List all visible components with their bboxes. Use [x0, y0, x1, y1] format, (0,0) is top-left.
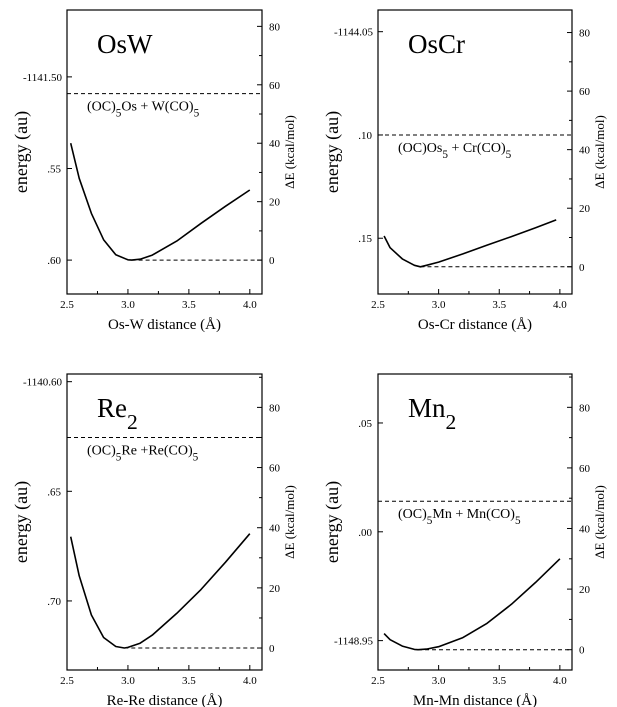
- dissociation-label: (OC)5Re +Re(CO)5: [87, 443, 199, 463]
- dissociation-label: (OC)5Mn + Mn(CO)5: [398, 507, 521, 527]
- y-right-tick-label: 0: [269, 643, 275, 655]
- panel-title: OsW: [97, 29, 153, 59]
- x-tick-label: 2.5: [60, 299, 74, 311]
- y-right-tick-label: 0: [579, 262, 585, 274]
- y-right-tick-label: 0: [579, 645, 585, 657]
- y-left-axis-title: energy (au): [11, 481, 32, 563]
- y-right-tick-label: 60: [269, 463, 281, 475]
- x-tick-label: 2.5: [60, 675, 74, 687]
- energy-curve: [383, 219, 557, 268]
- y-left-tick-label: -1148.95: [334, 636, 374, 648]
- x-tick-label: 4.0: [553, 299, 567, 311]
- y-right-tick-label: 20: [579, 203, 591, 215]
- plot-frame: [66, 373, 263, 671]
- y-right-tick-label: 80: [269, 21, 281, 33]
- y-left-tick-label: -1140.60: [23, 377, 63, 389]
- x-tick-label: 4.0: [553, 675, 567, 687]
- y-right-axis-title: ΔE (kcal/mol): [282, 115, 297, 189]
- y-left-axis-title: energy (au): [11, 111, 32, 193]
- x-axis-title: Re-Re distance (Å): [107, 693, 223, 707]
- y-right-tick-label: 80: [269, 402, 281, 414]
- y-right-tick-label: 80: [579, 28, 591, 40]
- x-tick-label: 2.5: [371, 675, 385, 687]
- y-right-tick-label: 20: [579, 584, 591, 596]
- x-tick-label: 3.0: [432, 675, 446, 687]
- x-tick-label: 3.5: [492, 299, 506, 311]
- plot-frame: [377, 9, 573, 295]
- y-left-tick-label: .15: [358, 233, 372, 245]
- chart-panel-oscr: 2.5 3.0 3.5 4.0 -1144.05 .10 .15 0 20 40 60 80 (OC)O…: [322, 9, 607, 333]
- x-tick-label: 2.5: [371, 299, 385, 311]
- y-right-tick-label: 20: [269, 583, 281, 595]
- x-tick-label: 3.0: [432, 299, 446, 311]
- y-right-tick-label: 40: [269, 138, 281, 150]
- chart-panel-osw: 2.5 3.0 3.5 4.0 -1141.50 .55 .60 0 20 40 60 80 (OC)5…: [11, 9, 297, 333]
- x-axis-title: Mn-Mn distance (Å): [413, 693, 537, 707]
- y-left-tick-label: .10: [358, 130, 372, 142]
- x-tick-label: 4.0: [243, 675, 257, 687]
- y-left-axis-title: energy (au): [322, 111, 343, 193]
- y-right-axis-title: ΔE (kcal/mol): [592, 485, 607, 559]
- y-left-tick-label: -1144.05: [334, 27, 374, 39]
- y-left-tick-label: .00: [358, 527, 372, 539]
- y-left-tick-label: .05: [358, 418, 372, 430]
- panel-title: Re2: [97, 393, 138, 434]
- y-left-tick-label: .60: [47, 255, 61, 267]
- x-tick-label: 4.0: [243, 299, 257, 311]
- y-right-tick-label: 60: [269, 80, 281, 92]
- chart-panel-mn2: 2.5 3.0 3.5 4.0 -1148.95 .00 .05 0 20 40 60 80 (OC)5…: [322, 373, 607, 707]
- plot-frame: [66, 9, 263, 295]
- panel-title: Mn2: [408, 393, 456, 434]
- y-right-axis-title: ΔE (kcal/mol): [282, 485, 297, 559]
- x-axis-title: Os-W distance (Å): [108, 317, 221, 333]
- y-left-axis-title: energy (au): [322, 481, 343, 563]
- plot-frame: [377, 373, 573, 671]
- dissociation-label: (OC)Os5 + Cr(CO)5: [398, 141, 512, 161]
- x-tick-label: 3.0: [121, 299, 135, 311]
- y-left-tick-label: .55: [47, 163, 61, 175]
- y-right-tick-label: 40: [579, 524, 591, 536]
- y-right-tick-label: 0: [269, 255, 275, 267]
- y-right-tick-label: 80: [579, 402, 591, 414]
- panel-title: OsCr: [408, 29, 465, 59]
- y-left-tick-label: .65: [47, 486, 61, 498]
- y-left-tick-label: -1141.50: [23, 72, 63, 84]
- x-tick-label: 3.5: [492, 675, 506, 687]
- energy-curve: [383, 558, 561, 651]
- y-right-axis-title: ΔE (kcal/mol): [592, 115, 607, 189]
- x-axis-title: Os-Cr distance (Å): [418, 317, 532, 333]
- x-tick-label: 3.5: [182, 299, 196, 311]
- chart-panel-re2: 2.5 3.0 3.5 4.0 -1140.60 .65 .70 0 20 40 60 80 (OC)5…: [11, 373, 297, 707]
- y-right-tick-label: 40: [269, 523, 281, 535]
- y-right-tick-label: 40: [579, 145, 591, 157]
- energy-curve: [69, 143, 251, 261]
- x-tick-label: 3.0: [121, 675, 135, 687]
- dissociation-label: (OC)5Os + W(CO)5: [87, 100, 200, 120]
- y-right-tick-label: 60: [579, 463, 591, 475]
- y-right-tick-label: 20: [269, 197, 281, 209]
- y-right-tick-label: 60: [579, 86, 591, 98]
- y-left-tick-label: .70: [47, 596, 61, 608]
- energy-curve: [69, 533, 251, 649]
- x-tick-label: 3.5: [182, 675, 196, 687]
